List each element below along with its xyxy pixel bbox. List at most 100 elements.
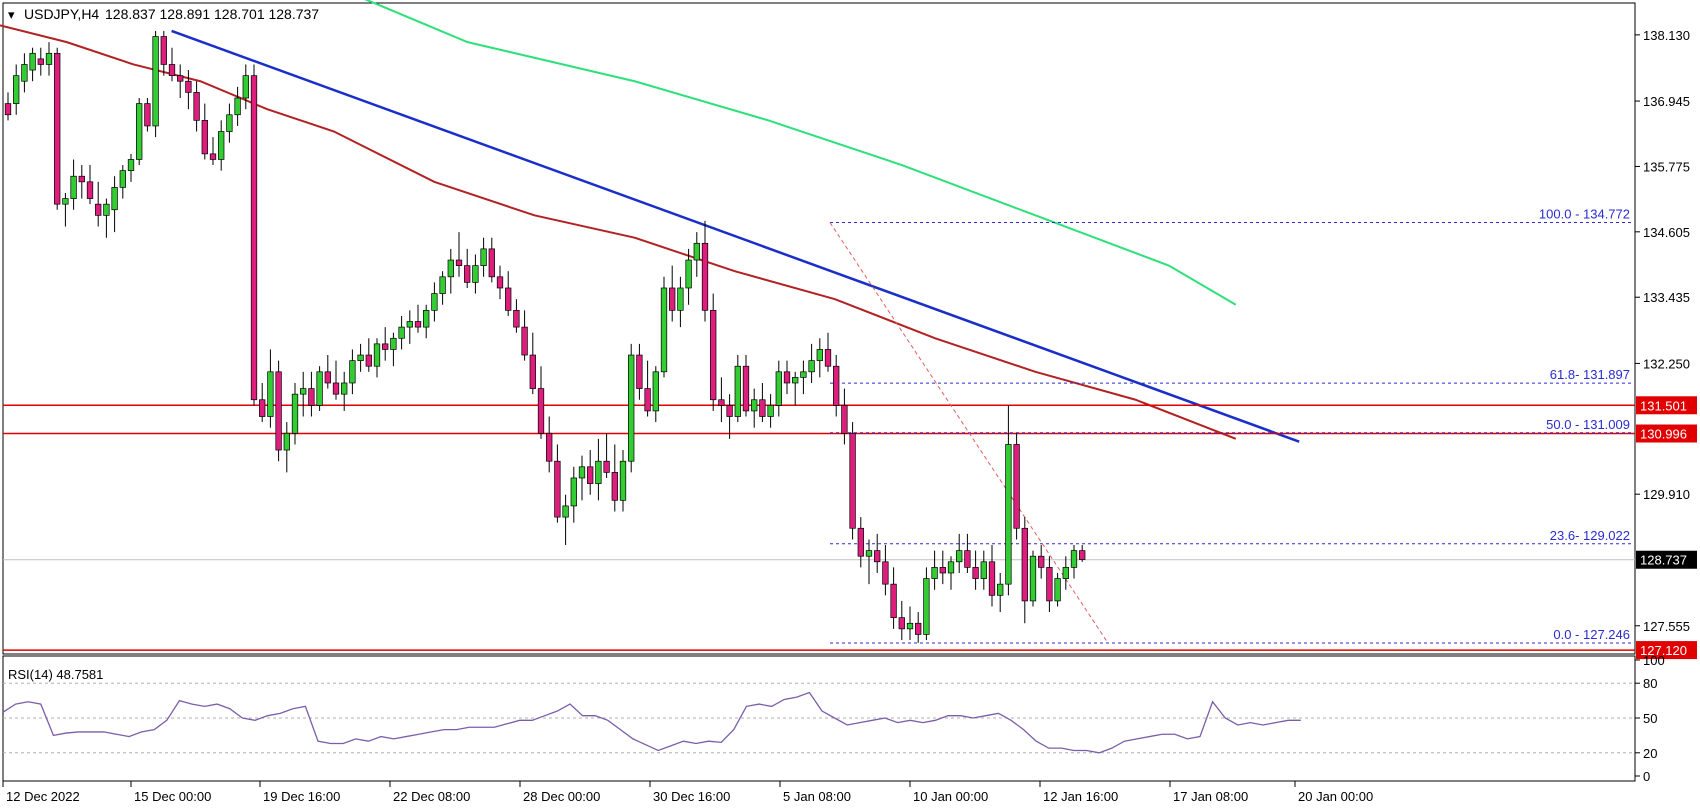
candle bbox=[127, 153, 135, 182]
candle-body-bull bbox=[218, 131, 225, 160]
x-tick-label: 30 Dec 16:00 bbox=[653, 789, 730, 804]
candle bbox=[439, 271, 446, 305]
candle-body-bear bbox=[201, 119, 208, 155]
candle-body-bear bbox=[78, 175, 85, 183]
y-tick-label: 129.910 bbox=[1643, 487, 1690, 502]
candle bbox=[111, 176, 118, 233]
candle-body-bear bbox=[898, 617, 905, 630]
candle bbox=[177, 64, 184, 98]
candle-body-bull bbox=[1070, 550, 1078, 568]
candle bbox=[833, 355, 840, 417]
candle bbox=[283, 422, 290, 473]
candle-body-bear bbox=[4, 103, 12, 116]
candle bbox=[751, 388, 758, 428]
candle bbox=[759, 382, 766, 423]
candle bbox=[906, 606, 914, 641]
candle-body-bear bbox=[882, 561, 889, 585]
candle-body-bull bbox=[111, 187, 118, 211]
horizontal-level-price-tag bbox=[1636, 424, 1697, 443]
candle-body-bear bbox=[611, 472, 618, 501]
rsi-tick-label: 80 bbox=[1643, 676, 1657, 691]
candle-body-bull bbox=[685, 259, 692, 289]
candle-body-bull bbox=[677, 287, 684, 311]
candle-body-bear bbox=[488, 248, 495, 278]
candle bbox=[316, 366, 323, 411]
candle-body-bull bbox=[267, 371, 274, 417]
candle bbox=[37, 47, 44, 76]
candle bbox=[660, 276, 668, 378]
trendline bbox=[171, 29, 1300, 443]
candle bbox=[997, 572, 1004, 613]
candle bbox=[792, 371, 799, 406]
horizontal-level-price-label: 131.501 bbox=[1640, 398, 1687, 413]
candle bbox=[1062, 556, 1069, 590]
candle bbox=[915, 612, 922, 643]
candle-body-bull bbox=[472, 265, 479, 283]
candle bbox=[103, 198, 110, 238]
candle-body-bear bbox=[890, 583, 897, 619]
candle-body-bull bbox=[291, 393, 299, 434]
candle-body-bear bbox=[964, 550, 971, 568]
candle-body-bear bbox=[95, 203, 102, 216]
candle bbox=[193, 81, 200, 132]
candle bbox=[144, 97, 151, 132]
candle bbox=[693, 232, 700, 277]
horizontal-level-price-tag bbox=[1636, 396, 1697, 415]
candle-body-bull bbox=[997, 583, 1004, 596]
candle bbox=[619, 450, 627, 512]
candle bbox=[726, 394, 733, 439]
x-tick-label: 15 Dec 00:00 bbox=[134, 789, 211, 804]
rsi-tick-label: 20 bbox=[1643, 746, 1657, 761]
candle-body-bear bbox=[833, 365, 840, 406]
candle bbox=[242, 64, 249, 110]
candle-body-bull bbox=[652, 371, 659, 412]
candle bbox=[1005, 405, 1012, 596]
symbol-label: USDJPY,H4 bbox=[24, 6, 99, 22]
x-tick-label: 22 Dec 08:00 bbox=[393, 789, 470, 804]
candle-body-bull bbox=[767, 404, 774, 417]
candle bbox=[398, 315, 405, 350]
candle-body-bear bbox=[554, 460, 561, 518]
header-dropdown-icon[interactable]: ▾ bbox=[8, 7, 15, 22]
candle bbox=[882, 545, 889, 596]
candle-body-bull bbox=[21, 64, 28, 82]
candle-body-bear bbox=[726, 404, 733, 417]
candle bbox=[546, 416, 553, 473]
candle bbox=[628, 343, 635, 473]
candle bbox=[1046, 556, 1053, 613]
candle bbox=[332, 360, 340, 400]
candle-body-bull bbox=[947, 561, 955, 574]
candle bbox=[849, 422, 856, 540]
candle bbox=[923, 567, 930, 641]
candle-body-bull bbox=[808, 360, 815, 373]
candle-body-bear bbox=[332, 382, 340, 395]
candle bbox=[185, 70, 192, 110]
candle bbox=[644, 360, 651, 417]
candle-body-bear bbox=[972, 567, 979, 579]
candle-body-bull bbox=[595, 460, 602, 484]
candle bbox=[505, 271, 512, 316]
fib-level-label: 100.0 - 134.772 bbox=[1539, 206, 1630, 221]
candle bbox=[464, 248, 471, 288]
candle bbox=[800, 360, 807, 395]
current-price-label: 128.737 bbox=[1640, 553, 1687, 568]
candle-body-bull bbox=[956, 550, 963, 563]
candle bbox=[775, 360, 782, 417]
candle-body-bull bbox=[923, 578, 930, 635]
candle-body-bear bbox=[669, 287, 676, 311]
candle bbox=[611, 444, 618, 512]
candle-body-bull bbox=[423, 309, 430, 328]
candle bbox=[1070, 545, 1078, 579]
candle-body-bull bbox=[373, 343, 381, 367]
candle bbox=[1021, 517, 1028, 624]
candle-body-bull bbox=[480, 248, 487, 266]
candle bbox=[595, 438, 602, 501]
rsi-label: RSI(14) 48.7581 bbox=[8, 667, 103, 682]
candle-body-bear bbox=[414, 321, 422, 328]
candle-body-bull bbox=[103, 203, 110, 216]
candle bbox=[890, 567, 897, 629]
candle-body-bull bbox=[570, 477, 577, 507]
candle-body-bear bbox=[275, 371, 282, 451]
